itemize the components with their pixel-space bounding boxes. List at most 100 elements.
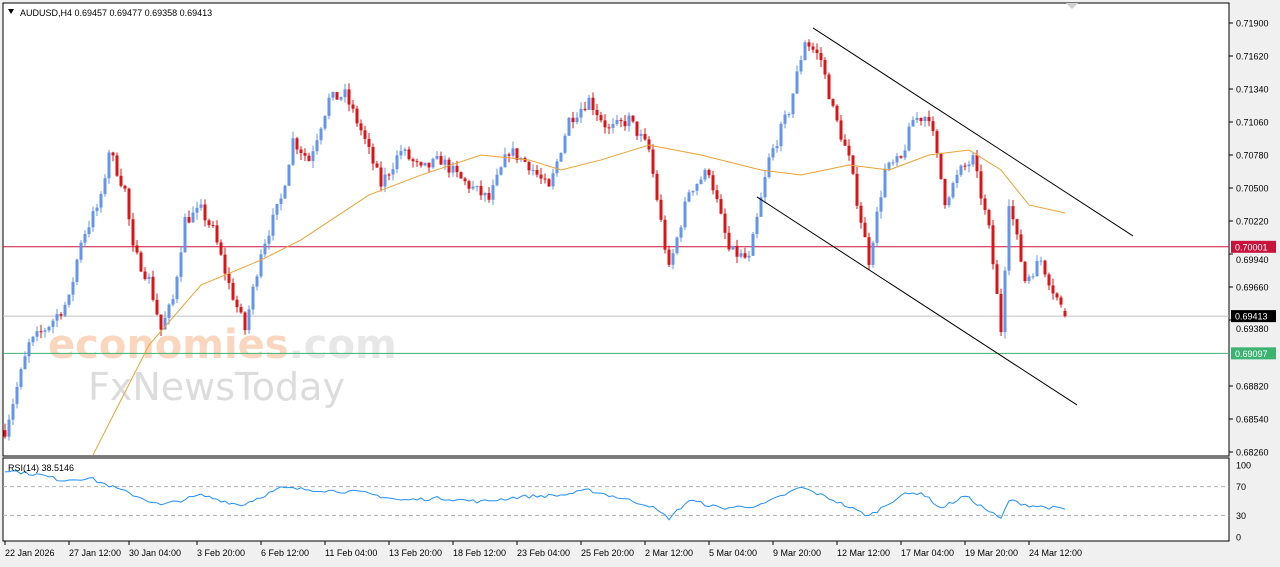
collapse-triangle-icon[interactable]	[8, 9, 14, 14]
candle-body	[451, 165, 455, 173]
y-tick-label: 0.71060	[1236, 118, 1269, 128]
candle-body	[763, 177, 767, 198]
candle	[79, 240, 83, 263]
candle	[219, 239, 223, 257]
candle	[119, 168, 123, 188]
price-axis: 0.71900 0.71620 0.71340 0.71060 0.70780 0.705…	[1229, 19, 1276, 458]
candle	[335, 91, 339, 100]
candle	[187, 210, 191, 224]
candle-body	[799, 60, 803, 72]
candle	[739, 249, 743, 259]
candle-body	[1019, 234, 1023, 262]
candle-body	[827, 74, 831, 100]
candle	[1039, 256, 1043, 266]
candle	[711, 170, 715, 195]
candle-body	[111, 152, 115, 156]
candle	[247, 305, 251, 334]
price-level-tag	[1231, 310, 1276, 323]
candle-body	[1011, 206, 1015, 220]
candle	[891, 159, 895, 166]
price-level-label: 0.69413	[1235, 312, 1268, 322]
candle	[115, 152, 119, 177]
candle-body	[355, 108, 359, 124]
candle-body	[627, 115, 631, 127]
candle-body	[683, 201, 687, 228]
candle	[43, 328, 47, 338]
candle-body	[875, 211, 879, 243]
candle	[359, 119, 363, 136]
candle	[407, 146, 411, 161]
candle	[455, 160, 459, 178]
candle-body	[115, 155, 119, 176]
candle-body	[863, 222, 867, 238]
candle	[555, 158, 559, 177]
candle-body	[943, 179, 947, 206]
candle-body	[123, 185, 127, 189]
candle-body	[807, 42, 811, 47]
candle	[399, 144, 403, 160]
candle-body	[459, 172, 463, 179]
candle	[835, 104, 839, 123]
candle	[839, 115, 843, 142]
symbol-header: AUDUSD,H4 0.69457 0.69477 0.69358 0.6941…	[20, 8, 212, 18]
candle-body	[1007, 206, 1011, 271]
candle	[1063, 308, 1067, 318]
candle	[631, 115, 635, 124]
candle-body	[815, 49, 819, 54]
candle	[127, 187, 131, 226]
candle-body	[819, 53, 823, 61]
candle	[687, 189, 691, 203]
candle	[1019, 229, 1023, 263]
candle-body	[947, 197, 951, 206]
candle	[767, 153, 771, 179]
candle	[431, 157, 435, 169]
candle-body	[63, 304, 67, 316]
candle	[143, 267, 147, 281]
candle-body	[751, 234, 755, 256]
candle-body	[1035, 260, 1039, 277]
candle	[683, 196, 687, 231]
candle-body	[747, 255, 751, 258]
candle-body	[155, 299, 159, 315]
candle-body	[407, 149, 411, 160]
candle-body	[675, 237, 679, 254]
candle	[967, 160, 971, 173]
x-tick-label: 25 Feb 20:00	[581, 548, 634, 558]
candle	[91, 206, 95, 232]
candle-body	[479, 185, 483, 196]
candle	[19, 367, 23, 390]
candle-body	[551, 173, 555, 187]
candle-body	[575, 117, 579, 123]
candle-body	[935, 131, 939, 153]
candle-body	[1063, 310, 1067, 317]
candle-body	[667, 249, 671, 265]
candle	[403, 147, 407, 156]
candle	[1059, 295, 1063, 308]
candle-body	[203, 204, 207, 221]
candle	[663, 215, 667, 254]
candle-body	[915, 117, 919, 120]
candle-body	[419, 162, 423, 166]
x-tick-label: 27 Jan 12:00	[69, 548, 121, 558]
candle-body	[331, 92, 335, 98]
candle-body	[295, 138, 299, 150]
shift-marker-icon[interactable]	[1066, 3, 1078, 9]
x-tick-label: 22 Jan 2026	[5, 548, 55, 558]
candle-body	[563, 135, 567, 153]
candle-body	[791, 93, 795, 115]
candle	[659, 194, 663, 222]
candle	[275, 203, 279, 221]
candle	[511, 141, 515, 158]
candle	[603, 114, 607, 134]
candle	[747, 251, 751, 262]
candle	[859, 202, 863, 229]
candle	[563, 133, 567, 155]
candle	[199, 199, 203, 211]
candle	[539, 167, 543, 184]
candle	[415, 158, 419, 167]
candle	[927, 110, 931, 127]
watermark: economies.com FxNewsToday	[48, 322, 397, 409]
candle	[787, 112, 791, 118]
candle-body	[579, 108, 583, 118]
